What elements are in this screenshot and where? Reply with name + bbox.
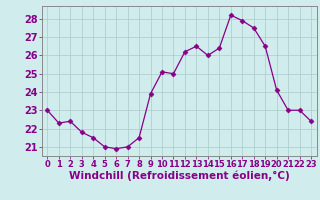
- X-axis label: Windchill (Refroidissement éolien,°C): Windchill (Refroidissement éolien,°C): [69, 171, 290, 181]
